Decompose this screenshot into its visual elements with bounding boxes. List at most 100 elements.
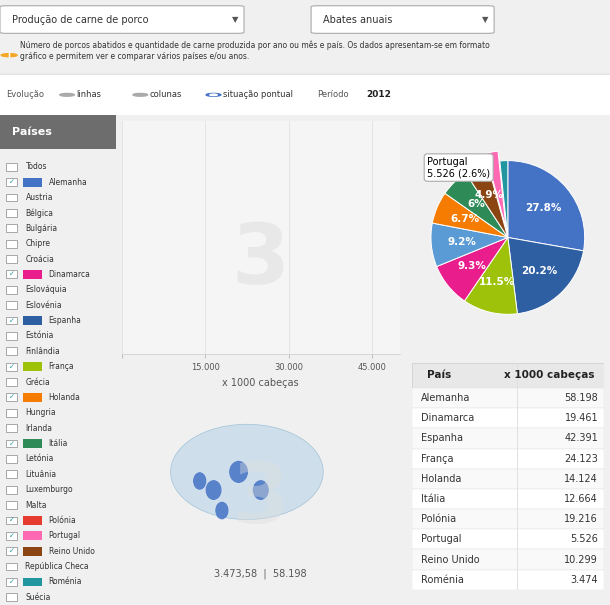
Text: i: i xyxy=(8,51,10,60)
Text: Abates anuais: Abates anuais xyxy=(323,15,393,25)
Bar xyxy=(6,270,18,278)
Text: ✓: ✓ xyxy=(9,272,15,277)
Bar xyxy=(6,424,18,432)
Wedge shape xyxy=(486,151,506,227)
Text: 9.2%: 9.2% xyxy=(448,237,476,247)
Bar xyxy=(6,548,18,555)
Text: linhas: linhas xyxy=(76,90,101,99)
Bar xyxy=(6,209,18,217)
Wedge shape xyxy=(466,163,508,237)
Bar xyxy=(412,469,604,489)
Bar xyxy=(6,240,18,247)
Text: Portugal: Portugal xyxy=(422,534,462,544)
Text: Holanda: Holanda xyxy=(422,474,462,484)
Text: Reino Unido: Reino Unido xyxy=(422,555,480,564)
Wedge shape xyxy=(432,194,508,237)
Text: Todos: Todos xyxy=(26,162,47,171)
Text: Finlândia: Finlândia xyxy=(26,347,60,356)
Ellipse shape xyxy=(205,480,222,500)
Bar xyxy=(6,316,18,324)
Bar xyxy=(6,224,18,232)
Text: Estónia: Estónia xyxy=(26,332,54,341)
Text: ✓: ✓ xyxy=(9,318,15,324)
Text: colunas: colunas xyxy=(149,90,182,99)
Ellipse shape xyxy=(253,480,269,500)
Wedge shape xyxy=(508,237,584,314)
Wedge shape xyxy=(431,223,508,267)
Bar xyxy=(6,301,18,309)
Text: Polónia: Polónia xyxy=(49,516,76,525)
Text: ✓: ✓ xyxy=(9,394,15,401)
Text: 24.123: 24.123 xyxy=(564,454,598,463)
Text: Bélgica: Bélgica xyxy=(26,208,54,218)
Bar xyxy=(6,194,18,201)
Bar xyxy=(412,448,604,469)
Bar xyxy=(23,578,41,586)
Bar xyxy=(23,439,41,448)
Text: 6.7%: 6.7% xyxy=(451,215,480,224)
Text: ✓: ✓ xyxy=(9,179,15,185)
Text: Austria: Austria xyxy=(26,193,53,202)
Text: República Checa: República Checa xyxy=(26,562,89,571)
Text: 58.198: 58.198 xyxy=(564,393,598,403)
Text: Suécia: Suécia xyxy=(26,593,51,602)
Circle shape xyxy=(206,93,221,96)
FancyBboxPatch shape xyxy=(0,74,610,116)
Text: 2012: 2012 xyxy=(366,90,391,99)
Text: 20.2%: 20.2% xyxy=(522,266,558,276)
Text: ▼: ▼ xyxy=(482,15,489,24)
Text: 3: 3 xyxy=(232,459,290,540)
Text: 10.299: 10.299 xyxy=(564,555,598,564)
Text: 6%: 6% xyxy=(467,199,484,209)
FancyBboxPatch shape xyxy=(311,5,494,33)
Text: ✓: ✓ xyxy=(9,533,15,539)
Text: situação pontual: situação pontual xyxy=(223,90,293,99)
Text: Bulgária: Bulgária xyxy=(26,224,57,233)
Text: 4.9%: 4.9% xyxy=(475,191,503,200)
Text: 3.474: 3.474 xyxy=(570,575,598,585)
Text: Hungria: Hungria xyxy=(26,408,56,417)
Text: Croácia: Croácia xyxy=(26,255,54,264)
Bar xyxy=(412,529,604,549)
Bar xyxy=(6,517,18,525)
Text: Portugal
5.526 (2.6%): Portugal 5.526 (2.6%) xyxy=(427,157,493,178)
Text: ✓: ✓ xyxy=(9,517,15,523)
Text: Eslovénia: Eslovénia xyxy=(26,301,62,310)
Bar xyxy=(23,547,41,555)
Text: Grécia: Grécia xyxy=(26,378,50,387)
Bar xyxy=(6,486,18,494)
Bar xyxy=(6,563,18,571)
Bar xyxy=(6,578,18,586)
Text: França: França xyxy=(49,362,74,371)
Bar xyxy=(6,255,18,263)
Bar xyxy=(6,178,18,186)
Text: Lituânia: Lituânia xyxy=(26,470,57,479)
Ellipse shape xyxy=(229,460,248,483)
Text: Itália: Itália xyxy=(49,439,68,448)
Ellipse shape xyxy=(171,424,323,520)
Text: 12.664: 12.664 xyxy=(564,494,598,504)
Bar xyxy=(6,501,18,509)
Text: Holanda: Holanda xyxy=(49,393,81,402)
Ellipse shape xyxy=(193,472,207,490)
Text: Reino Unido: Reino Unido xyxy=(49,547,95,555)
Text: Portugal: Portugal xyxy=(49,531,81,540)
Text: Malta: Malta xyxy=(26,500,47,509)
Bar xyxy=(6,347,18,355)
Bar xyxy=(6,594,18,601)
Wedge shape xyxy=(508,160,584,251)
Text: ▼: ▼ xyxy=(232,15,239,24)
Bar xyxy=(412,570,604,590)
Wedge shape xyxy=(500,160,508,237)
Bar xyxy=(412,489,604,509)
Text: 3: 3 xyxy=(232,220,290,301)
Bar xyxy=(6,286,18,293)
Circle shape xyxy=(133,93,148,96)
Bar xyxy=(412,408,604,428)
Bar xyxy=(412,363,604,388)
Text: Alemanha: Alemanha xyxy=(49,178,87,186)
Text: Dinamarca: Dinamarca xyxy=(422,413,475,424)
Text: Alemanha: Alemanha xyxy=(422,393,471,403)
Text: Evolução: Evolução xyxy=(6,90,44,99)
Bar xyxy=(6,363,18,371)
